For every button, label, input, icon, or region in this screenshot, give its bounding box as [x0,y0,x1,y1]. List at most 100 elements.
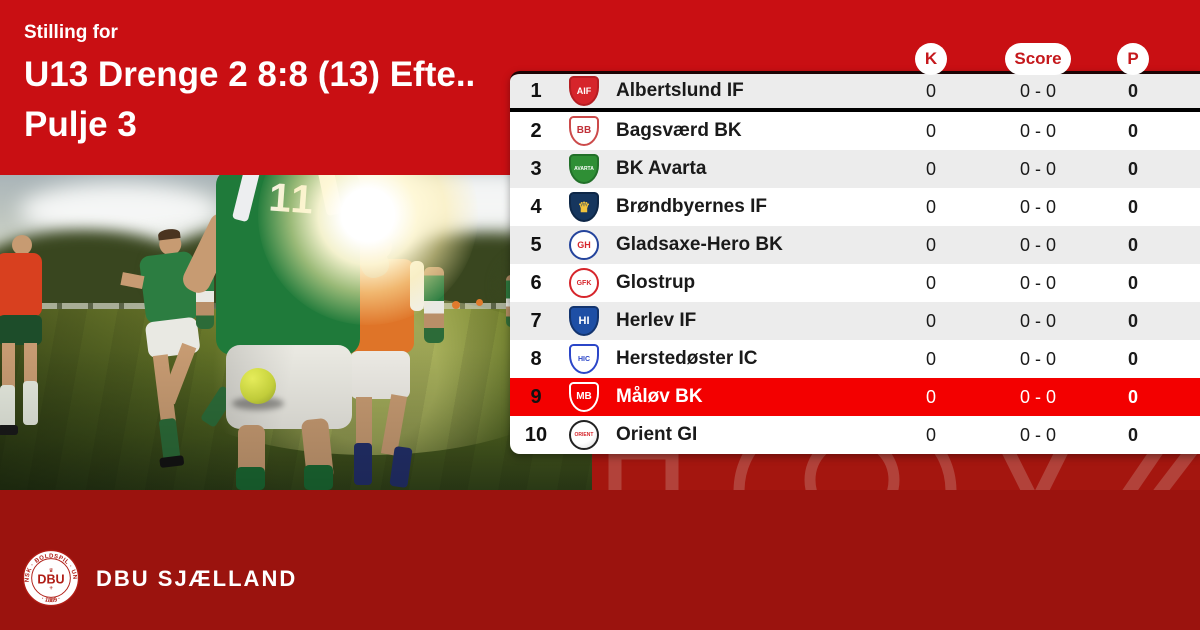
emblem-ring-bottom-text: · 1889 · [40,596,62,604]
club-crest-icon: MB [569,382,599,412]
points-value: 0 [1127,158,1138,179]
position-number: 9 [530,385,542,408]
page-title-line2: Pulje 3 [24,105,137,144]
team-name: Orient GI [616,424,698,445]
table-rows: 1 AIF Albertslund IF 0 0 - 0 0 2 BB Bags… [510,74,1200,454]
club-crest-icon: BB [569,116,599,146]
club-crest-icon: AVARTA [569,154,599,184]
score-value: 0 - 0 [1019,196,1057,217]
page-title: U13 Drenge 2 8:8 (13) Efte.. Pulje 3 [24,50,475,150]
table-row: 7 HI Herlev IF 0 0 - 0 0 [510,302,1200,340]
column-badge-score: Score [1005,43,1071,75]
brand-wordmark: DBU SJÆLLAND [96,566,298,591]
table-row: 10 ORIENT Orient GI 0 0 - 0 0 [510,416,1200,454]
table-row: 1 AIF Albertslund IF 0 0 - 0 0 [510,74,1200,112]
footer-background [0,490,1200,630]
team-name: Herlev IF [616,310,697,331]
points-value: 0 [1127,424,1138,445]
team-logo: GH [562,230,606,260]
club-crest-icon: AIF [569,76,599,106]
position-number: 1 [530,79,542,102]
svg-text:· 1889 ·: · 1889 · [40,596,62,604]
club-crest-icon: GFK [569,268,599,298]
team-name: Måløv BK [616,386,703,407]
team-name: Glostrup [616,272,696,293]
club-crest-icon: HIC [569,344,599,374]
team-logo: ♛ [562,192,606,222]
table-row: 6 GFK Glostrup 0 0 - 0 0 [510,264,1200,302]
position-number: 6 [530,271,542,294]
table-row: 9 MB Måløv BK 0 0 - 0 0 [510,378,1200,416]
team-logo: AVARTA [562,154,606,184]
table-row: 8 HIC Herstedøster IC 0 0 - 0 0 [510,340,1200,378]
position-number: 8 [530,347,542,370]
team-logo: ORIENT [562,420,606,450]
score-value: 0 - 0 [1019,120,1057,141]
points-value: 0 [1127,310,1138,331]
spectator-dot [476,299,483,306]
score-value: 0 - 0 [1019,272,1057,293]
club-crest-icon: ORIENT [569,420,599,450]
matches-value: 0 [925,196,936,217]
dbu-emblem-logo: DANSK · BOLDSPIL · UNION · 1889 · ♛ DBU … [22,548,80,607]
team-logo: HI [562,306,606,336]
score-value: 0 - 0 [1019,310,1057,331]
points-value: 0 [1127,120,1138,141]
matches-value: 0 [925,310,936,331]
points-value: 0 [1127,234,1138,255]
team-name: Brøndbyernes IF [616,196,767,217]
emblem-center-text: DBU [37,572,64,586]
points-value: 0 [1127,348,1138,369]
table-row: 2 BB Bagsværd BK 0 0 - 0 0 [510,112,1200,150]
club-crest-icon: GH [569,230,599,260]
eyebrow-label: Stilling for [24,22,118,43]
matches-value: 0 [925,272,936,293]
position-number: 10 [524,423,548,446]
points-value: 0 [1127,80,1138,101]
position-number: 5 [530,233,542,256]
club-crest-icon: ♛ [569,192,599,222]
score-value: 0 - 0 [1019,386,1057,407]
table-row: 3 AVARTA BK Avarta 0 0 - 0 0 [510,150,1200,188]
points-value: 0 [1127,272,1138,293]
table-row: 5 GH Gladsaxe-Hero BK 0 0 - 0 0 [510,226,1200,264]
score-value: 0 - 0 [1019,234,1057,255]
team-logo: MB [562,382,606,412]
cloud [20,183,220,238]
score-value: 0 - 0 [1019,80,1057,101]
team-name: Herstedøster IC [616,348,758,369]
matches-value: 0 [925,424,936,445]
standings-table: 1 AIF Albertslund IF 0 0 - 0 0 2 BB Bags… [510,71,1200,454]
position-number: 7 [530,309,542,332]
matches-value: 0 [925,158,936,179]
score-value: 0 - 0 [1019,348,1057,369]
emblem-crown-icon: ♛ [49,568,54,574]
team-name: Albertslund IF [616,80,744,101]
team-logo: BB [562,116,606,146]
matches-value: 0 [925,386,936,407]
matches-value: 0 [925,120,936,141]
points-value: 0 [1127,386,1138,407]
position-number: 4 [530,195,542,218]
column-badge-k: K [915,43,947,75]
matches-value: 0 [925,234,936,255]
matches-value: 0 [925,348,936,369]
score-value: 0 - 0 [1019,158,1057,179]
table-row: 4 ♛ Brøndbyernes IF 0 0 - 0 0 [510,188,1200,226]
club-crest-icon: HI [569,306,599,336]
team-logo: GFK [562,268,606,298]
team-name: BK Avarta [616,158,707,179]
column-badge-p: P [1117,43,1149,75]
matches-value: 0 [925,80,936,101]
hero-photo: 11 [0,175,592,490]
team-name: Gladsaxe-Hero BK [616,234,783,255]
team-logo: AIF [562,76,606,106]
spectator-dot [452,301,460,309]
position-number: 2 [530,119,542,142]
team-logo: HIC [562,344,606,374]
page-title-line1: U13 Drenge 2 8:8 (13) Efte.. [24,55,476,94]
position-number: 3 [530,157,542,180]
team-name: Bagsværd BK [616,120,742,141]
points-value: 0 [1127,196,1138,217]
soccer-ball [240,368,276,404]
